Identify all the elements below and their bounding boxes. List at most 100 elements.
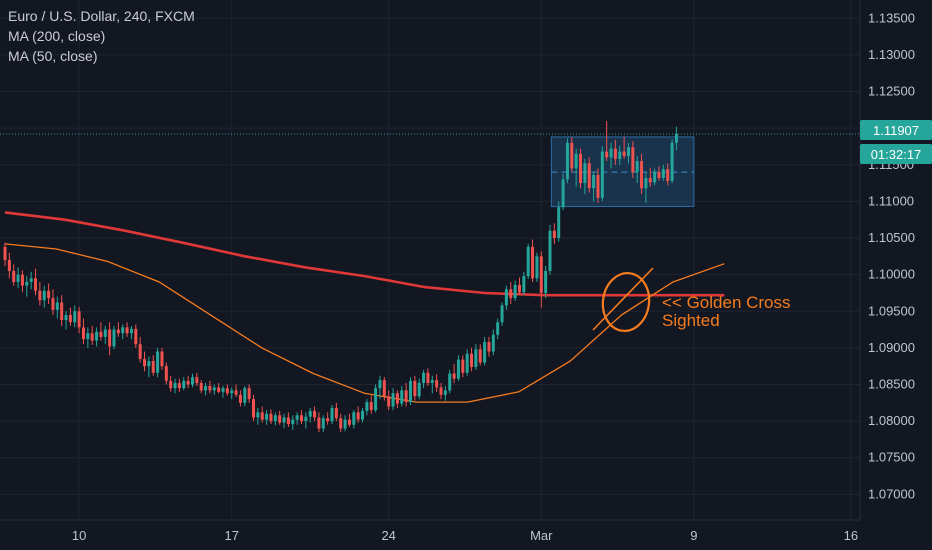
candle <box>622 136 626 159</box>
candle-body <box>304 416 308 422</box>
candle-body <box>461 359 465 373</box>
candle <box>596 168 600 203</box>
candle <box>439 383 443 400</box>
candle-body <box>195 377 199 384</box>
candle-body <box>391 393 395 407</box>
candle <box>461 355 465 378</box>
last-price-badge-bg <box>860 120 932 140</box>
candle <box>238 390 242 407</box>
candle-body <box>234 390 238 395</box>
candle <box>644 172 648 203</box>
symbol-title[interactable]: Euro / U.S. Dollar, 240, FXCM <box>8 8 195 24</box>
candle-body <box>417 383 421 397</box>
candle-body <box>42 290 46 301</box>
candle-body <box>496 322 500 335</box>
candle-body <box>544 270 548 293</box>
x-tick-label: Mar <box>530 528 553 543</box>
golden-cross-circle <box>601 272 651 332</box>
candle <box>121 324 125 340</box>
candle-body <box>147 361 151 367</box>
candle-body <box>600 151 604 198</box>
candle-body <box>517 284 521 293</box>
candle-body <box>574 153 578 169</box>
candle <box>34 268 38 296</box>
ma200-legend[interactable]: MA (200, close) <box>8 28 106 44</box>
candle-body <box>374 388 378 411</box>
candle <box>265 410 269 425</box>
candle <box>674 126 678 151</box>
time-axis[interactable]: 10 17 24 Mar 9 16 <box>72 528 858 543</box>
candle <box>483 336 487 366</box>
candle <box>321 415 325 433</box>
candle-body <box>238 394 242 403</box>
candle <box>535 252 539 282</box>
candle <box>356 406 360 423</box>
ma50-legend[interactable]: MA (50, close) <box>8 48 98 64</box>
candle-body <box>291 419 295 425</box>
candle <box>635 156 639 184</box>
candle <box>374 384 378 413</box>
candle <box>657 166 661 181</box>
candle-body <box>121 327 125 334</box>
candle-body <box>256 412 260 418</box>
candle <box>112 325 116 350</box>
candle <box>3 242 7 266</box>
candle-body <box>509 289 513 299</box>
candle-body <box>286 417 290 425</box>
y-tick-label: 1.10000 <box>868 267 915 282</box>
candle-body <box>504 289 508 306</box>
candle-body <box>592 175 596 189</box>
candle <box>129 325 133 340</box>
candle-body <box>20 274 24 286</box>
candle <box>456 355 460 381</box>
candle-body <box>478 349 482 363</box>
candle-body <box>435 380 439 388</box>
candle-body <box>382 380 386 397</box>
candle-body <box>77 311 81 328</box>
annotation-line-2: Sighted <box>662 311 720 330</box>
candle <box>465 349 469 376</box>
candle-body <box>186 380 190 385</box>
candle-body <box>361 410 365 420</box>
candle-body <box>199 383 203 391</box>
candle-body <box>68 314 72 323</box>
candle <box>478 344 482 366</box>
candle-body <box>561 179 565 208</box>
candle <box>395 390 399 408</box>
candle-body <box>387 396 391 407</box>
annotation-line-1: << Golden Cross <box>662 293 791 312</box>
candle-body <box>474 349 478 367</box>
candle <box>661 164 665 181</box>
candle-body <box>487 342 491 352</box>
candle <box>190 373 194 388</box>
candle-body <box>225 388 229 394</box>
candle <box>587 157 591 193</box>
candle <box>670 139 674 184</box>
candle <box>426 368 430 386</box>
candle-body <box>365 402 369 411</box>
candle-body <box>378 380 382 389</box>
candle-body <box>295 415 299 420</box>
candle <box>491 329 495 356</box>
candle <box>247 384 251 403</box>
candle <box>404 383 408 407</box>
candle <box>77 306 81 334</box>
candle <box>90 325 94 345</box>
candle <box>452 364 456 384</box>
candle <box>504 285 508 310</box>
candle-body <box>38 290 42 301</box>
candle-body <box>313 410 317 418</box>
candle-body <box>260 412 264 420</box>
candle-body <box>47 290 51 299</box>
candle-body <box>269 413 273 422</box>
golden-cross-marker <box>592 267 654 332</box>
candlestick-series <box>3 120 678 433</box>
candle <box>103 325 107 345</box>
candle-body <box>483 342 487 363</box>
candle-body <box>422 372 426 384</box>
candle <box>182 377 186 391</box>
candle <box>378 375 382 400</box>
candle-body <box>356 412 360 420</box>
candle-body <box>112 329 116 347</box>
